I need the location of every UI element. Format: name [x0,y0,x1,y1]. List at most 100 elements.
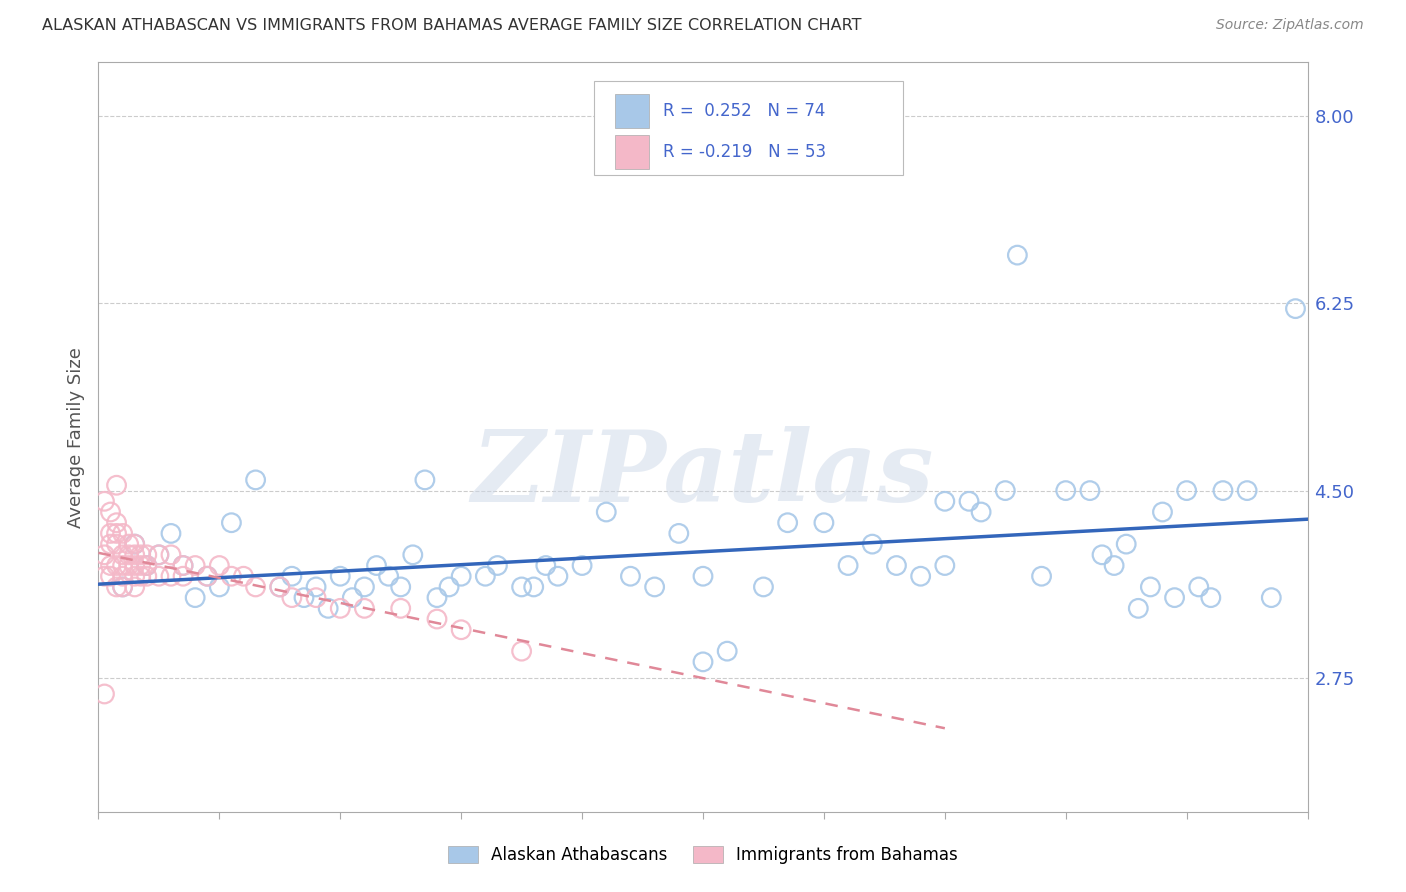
Point [353,601,375,615]
Point [105,580,128,594]
Point [1236,483,1258,498]
Point [486,558,509,573]
Point [129,548,152,562]
Point [135,548,157,562]
Point [426,591,449,605]
Point [316,601,339,615]
Point [100,505,122,519]
Text: R =  0.252   N = 74: R = 0.252 N = 74 [664,102,825,120]
Point [105,478,128,492]
Point [776,516,799,530]
Point [571,558,593,573]
Point [1128,601,1150,615]
Point [105,558,128,573]
Point [221,516,243,530]
Point [450,569,472,583]
Point [135,569,157,583]
Point [160,526,183,541]
Point [111,580,134,594]
Point [118,537,141,551]
Point [994,483,1017,498]
Point [93,569,115,583]
Point [105,526,128,541]
Point [886,558,908,573]
Point [135,558,157,573]
Point [93,687,115,701]
Point [269,580,291,594]
Point [813,516,835,530]
Point [281,569,304,583]
Point [1115,537,1137,551]
Point [450,623,472,637]
Point [184,558,207,573]
Point [245,580,267,594]
Point [510,644,533,658]
Point [342,591,364,605]
Point [860,537,883,551]
Point [184,591,207,605]
FancyBboxPatch shape [614,136,648,169]
Point [93,548,115,562]
Point [353,580,375,594]
Point [1199,591,1222,605]
Point [437,580,460,594]
Y-axis label: Average Family Size: Average Family Size [66,347,84,527]
Point [172,569,194,583]
Point [292,591,315,605]
Point [93,494,115,508]
FancyBboxPatch shape [614,94,648,128]
Point [160,569,183,583]
Point [389,580,412,594]
Point [547,569,569,583]
Point [1091,548,1114,562]
Point [910,569,932,583]
Point [644,580,666,594]
Point [934,494,956,508]
Point [129,558,152,573]
Point [172,558,194,573]
Point [1102,558,1125,573]
Point [195,569,218,583]
Point [111,580,134,594]
Point [752,580,775,594]
Point [148,569,170,583]
Point [100,558,122,573]
Point [1175,483,1198,498]
Point [934,558,956,573]
Point [118,548,141,562]
Point [124,580,146,594]
Point [195,569,218,583]
Text: R = -0.219   N = 53: R = -0.219 N = 53 [664,143,827,161]
Point [148,548,170,562]
Point [523,580,546,594]
Point [837,558,859,573]
Point [510,580,533,594]
Point [124,558,146,573]
Text: ZIPatlas: ZIPatlas [472,426,934,523]
Point [595,505,617,519]
Point [426,612,449,626]
Point [377,569,399,583]
Point [716,644,738,658]
Point [305,591,328,605]
Point [172,558,194,573]
Point [1152,505,1174,519]
Point [329,569,352,583]
Point [208,558,231,573]
Point [413,473,436,487]
Point [269,580,291,594]
Point [1139,580,1161,594]
Point [305,580,328,594]
Point [135,558,157,573]
Point [105,537,128,551]
Point [1260,591,1282,605]
Text: ALASKAN ATHABASCAN VS IMMIGRANTS FROM BAHAMAS AVERAGE FAMILY SIZE CORRELATION CH: ALASKAN ATHABASCAN VS IMMIGRANTS FROM BA… [42,18,862,33]
Point [124,537,146,551]
Point [111,558,134,573]
Point [692,655,714,669]
Point [221,569,243,583]
Point [118,558,141,573]
Point [402,548,425,562]
Point [100,569,122,583]
Point [534,558,557,573]
